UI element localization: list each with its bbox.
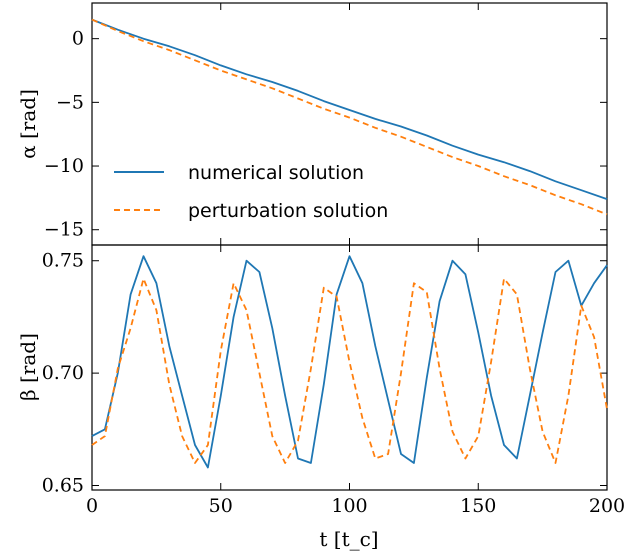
bottom-xlabel: t [t_c]: [319, 527, 378, 551]
legend-label-perturbation: perturbation solution: [188, 200, 388, 222]
xtick-label: 0: [86, 495, 98, 517]
xtick-label: 50: [209, 495, 233, 517]
bottom-panel-ticks: 0.65 0.70 0.75 0 50 100 150 200: [42, 245, 624, 517]
ytick-label: −5: [56, 91, 84, 113]
legend-label-numerical: numerical solution: [188, 162, 364, 184]
xtick-label: 100: [331, 495, 367, 517]
ytick-label: −10: [44, 155, 84, 177]
ytick-label: −15: [44, 219, 84, 241]
series-line-perturbation: [91, 18, 608, 216]
series-line-numerical: [91, 255, 608, 469]
bottom-panel-series: [91, 255, 608, 469]
ytick-label: 0.75: [42, 250, 84, 272]
top-ylabel: α [rad]: [16, 89, 40, 159]
ytick-label: 0.70: [42, 362, 84, 384]
series-line-numerical: [91, 18, 608, 200]
legend: numerical solution perturbation solution: [114, 162, 388, 222]
xtick-label: 200: [589, 495, 624, 517]
bottom-ylabel: β [rad]: [16, 333, 40, 401]
xtick-label: 150: [460, 495, 496, 517]
top-panel-ticks: 0 −5 −10 −15: [44, 3, 608, 245]
series-line-perturbation: [91, 277, 608, 464]
top-panel-series: [91, 18, 608, 216]
ytick-label: 0.65: [42, 475, 84, 497]
ytick-label: 0: [72, 28, 84, 50]
